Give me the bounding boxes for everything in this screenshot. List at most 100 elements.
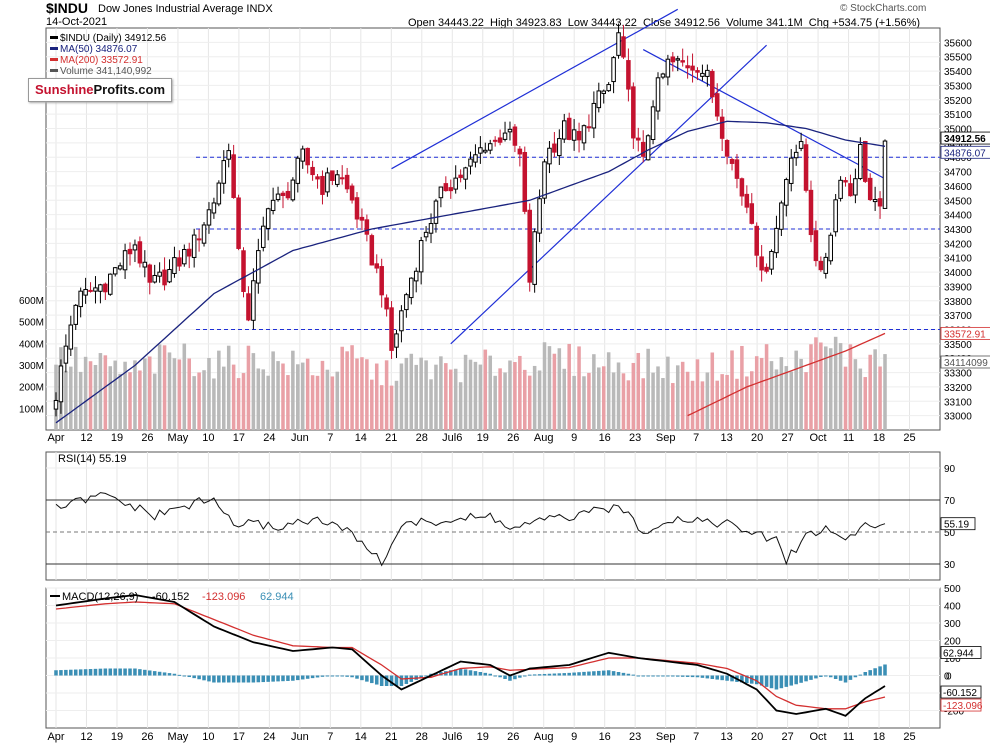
price-tick-label: 33500 — [944, 340, 972, 351]
candle-body — [256, 250, 261, 284]
macd-histogram-bar — [419, 675, 423, 678]
candle-body — [379, 266, 384, 296]
candle-body — [636, 137, 641, 141]
x-tick-label: 24 — [263, 432, 275, 444]
volume-bar — [828, 348, 833, 430]
macd-histogram-bar — [286, 675, 290, 681]
macd-histogram-bar — [621, 672, 626, 676]
volume-bar — [636, 352, 641, 430]
volume-bar — [750, 371, 754, 430]
candle-body — [315, 176, 320, 180]
macd-histogram-bar — [236, 675, 241, 683]
price-tick-label: 35600 — [944, 38, 972, 49]
change-value: +534.75 (+1.56%) — [832, 17, 921, 29]
volume-bar — [508, 360, 512, 430]
volume-bar — [710, 352, 715, 430]
x-tick-label-bottom: 16 — [599, 731, 611, 743]
macd-histogram-bar — [187, 675, 191, 678]
volume-bar — [291, 350, 295, 430]
candle-body — [374, 263, 380, 269]
candle-body — [502, 132, 508, 140]
macd-histogram-bar — [251, 675, 256, 683]
macd-value-box — [940, 698, 982, 712]
volume-bar — [69, 366, 73, 430]
candle-body — [335, 174, 340, 185]
macd-histogram-bar — [666, 675, 670, 677]
candle-body — [680, 60, 685, 63]
volume-bar — [759, 357, 764, 430]
volume-bar — [725, 374, 729, 430]
volume-bar — [819, 342, 823, 430]
volume-bar — [103, 355, 108, 430]
volume-bar — [133, 360, 137, 430]
candle-body — [344, 174, 350, 190]
macd-histogram-bar — [577, 672, 581, 676]
volume-bar — [671, 383, 675, 430]
macd-histogram-bar — [730, 675, 734, 682]
volume-bar — [685, 371, 690, 430]
macd-histogram-bar — [355, 675, 359, 679]
candle-body — [487, 143, 493, 151]
volume-bar — [429, 379, 433, 430]
macd-histogram-bar — [335, 675, 340, 677]
macd-histogram-bar — [320, 675, 325, 677]
right-value-box — [940, 355, 990, 369]
candle-body — [167, 268, 172, 283]
macd-histogram-bar — [794, 675, 798, 685]
candle-body — [714, 93, 720, 117]
volume-bar — [202, 370, 206, 430]
candle-body — [532, 231, 537, 285]
volume-bar — [399, 363, 404, 430]
candle-body — [724, 139, 730, 157]
macd-histogram-bar — [651, 675, 655, 677]
index-full-name: Dow Jones Industrial Average — [98, 3, 244, 15]
macd-histogram-bar — [88, 669, 93, 676]
volume-bar — [597, 367, 601, 430]
candle-body — [241, 250, 246, 292]
x-tick-label-bottom: 19 — [477, 731, 489, 743]
volume-bar — [656, 366, 660, 430]
price-tick-label: 33300 — [944, 369, 972, 380]
candle-body — [665, 58, 671, 78]
volume-bar — [493, 375, 497, 430]
volume-bar — [680, 361, 685, 430]
macd-histogram-bar — [374, 675, 379, 685]
price-tick-label: 33200 — [944, 383, 972, 394]
candle-body — [265, 208, 271, 229]
x-tick-label: 13 — [720, 432, 732, 444]
volume-bar — [256, 368, 261, 430]
index-name: Dow Jones Industrial Average INDX — [98, 3, 273, 15]
macd-histogram-bar — [69, 669, 73, 676]
candle-body — [833, 199, 838, 233]
macd-tick-label: 200 — [944, 637, 961, 648]
legend-swatch — [50, 36, 58, 39]
volume-bar — [611, 372, 616, 430]
macd-histogram-bar — [488, 673, 493, 676]
candle-body — [310, 166, 315, 176]
volume-bar — [374, 363, 379, 430]
candle-body — [211, 202, 217, 214]
candle-body — [581, 125, 587, 144]
right-value-box — [940, 326, 990, 340]
volume-bar — [128, 372, 132, 430]
macd-histogram-bar — [626, 673, 631, 676]
volume-tick-label: 200M — [19, 383, 44, 394]
candle-body — [591, 102, 597, 129]
x-tick-label: 10 — [202, 432, 214, 444]
volume-tick-label: 600M — [19, 296, 44, 307]
right-value-label: 34912.56 — [944, 134, 986, 145]
x-tick-label: 28 — [416, 432, 428, 444]
candle-body — [137, 241, 143, 264]
macd-histogram-bar — [98, 668, 103, 676]
x-tick-label: Sep — [656, 432, 676, 444]
candle-body — [483, 149, 488, 153]
volume-bar — [537, 370, 542, 430]
price-tick-label: 34200 — [944, 239, 972, 250]
candle-body — [858, 143, 863, 180]
volume-bar — [83, 356, 88, 430]
sunshine-profits-logo: SunshineProfits.com — [28, 78, 173, 102]
volume-bar — [740, 345, 744, 430]
candle-body — [330, 170, 335, 182]
macd-histogram-bar — [675, 675, 680, 677]
candle-body — [788, 157, 794, 184]
